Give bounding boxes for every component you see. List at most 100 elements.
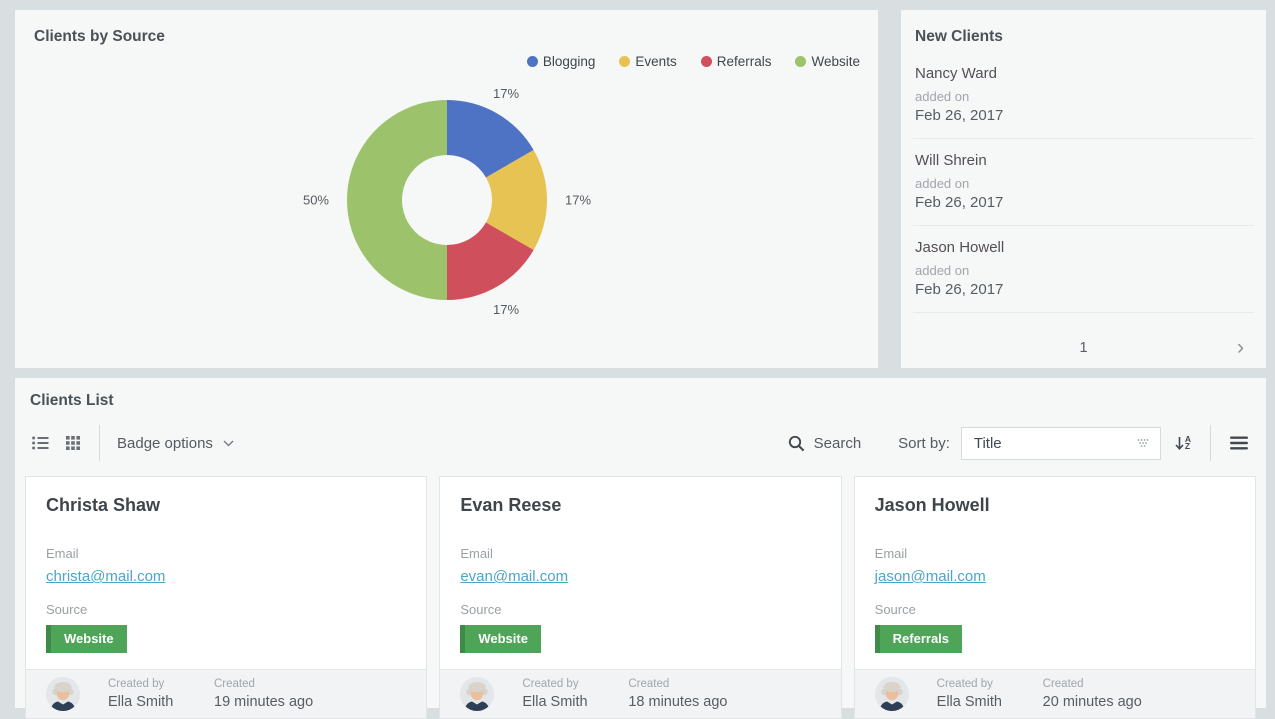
added-date: Feb 26, 2017 bbox=[915, 107, 1004, 124]
created-value: 19 minutes ago bbox=[214, 694, 314, 710]
search-label: Search bbox=[813, 434, 862, 452]
grid-view-icon bbox=[66, 436, 80, 450]
created-by-meta: Created by Ella Smith bbox=[937, 678, 1021, 710]
avatar bbox=[46, 677, 80, 711]
client-card: Jason Howell Email jason@mail.com Source… bbox=[853, 476, 1256, 719]
donut-slice-events[interactable] bbox=[485, 150, 547, 250]
client-card: Evan Reese Email evan@mail.com Source We… bbox=[439, 476, 842, 719]
client-name[interactable]: Nancy Ward bbox=[915, 65, 997, 82]
legend-label: Referrals bbox=[716, 54, 772, 69]
added-on-label: added on bbox=[915, 89, 970, 104]
select-caret-icon bbox=[1137, 438, 1149, 447]
added-on-label: added on bbox=[915, 176, 970, 191]
client-card-footer: Created by Ella Smith Created 18 minutes… bbox=[440, 669, 841, 718]
donut-slice-website[interactable] bbox=[346, 100, 447, 300]
created-value: 18 minutes ago bbox=[628, 694, 728, 710]
badge-options-dropdown[interactable]: Badge options bbox=[117, 435, 234, 452]
source-label: Source bbox=[46, 602, 88, 617]
chart-legend: Blogging Events Referrals Website bbox=[15, 10, 878, 69]
clients-list-toolbar: Badge options Search Sort by: Title bbox=[23, 425, 1258, 461]
client-card-name[interactable]: Jason Howell bbox=[874, 495, 990, 515]
new-clients-panel: New Clients Nancy Ward added on Feb 26, … bbox=[901, 10, 1266, 368]
created-by-meta: Created by Ella Smith bbox=[522, 678, 606, 710]
created-meta: Created 20 minutes ago bbox=[1043, 678, 1142, 710]
donut-slice-referrals[interactable] bbox=[446, 222, 534, 301]
legend-item-blogging[interactable]: Blogging bbox=[526, 54, 596, 69]
list-view-icon bbox=[32, 436, 49, 450]
created-by-label: Created by bbox=[522, 678, 579, 690]
top-row: Clients by Source Blogging Events Referral… bbox=[15, 10, 1266, 368]
email-link[interactable]: jason@mail.com bbox=[874, 568, 986, 585]
client-name[interactable]: Jason Howell bbox=[915, 239, 1005, 256]
clients-by-source-panel: Clients by Source Blogging Events Referral… bbox=[15, 10, 878, 368]
grid-view-button[interactable] bbox=[64, 434, 82, 452]
donut-chart: 17% 17% 17% 50% bbox=[302, 86, 591, 317]
added-date: Feb 26, 2017 bbox=[915, 281, 1004, 298]
avatar-photo bbox=[46, 677, 80, 711]
created-by-label: Created by bbox=[108, 678, 165, 690]
legend-swatch bbox=[795, 56, 807, 67]
avatar bbox=[874, 677, 909, 711]
created-by-value: Ella Smith bbox=[936, 694, 1002, 710]
clients-list-panel: Clients List Badge options bbox=[15, 378, 1266, 719]
created-meta: Created 19 minutes ago bbox=[214, 678, 313, 710]
panel-title-new-clients: New Clients bbox=[915, 28, 1003, 45]
created-value: 20 minutes ago bbox=[1042, 694, 1142, 710]
client-card-body: Jason Howell Email jason@mail.com Source… bbox=[855, 477, 1255, 669]
created-label: Created bbox=[214, 678, 255, 690]
donut-slice-blogging[interactable] bbox=[446, 100, 534, 178]
panel-title-clients-by-source: Clients by Source bbox=[34, 28, 165, 45]
client-card-name[interactable]: Christa Shaw bbox=[46, 495, 161, 515]
toolbar-divider bbox=[99, 425, 100, 461]
client-card-name[interactable]: Evan Reese bbox=[460, 495, 562, 515]
new-client-item: Nancy Ward added on Feb 26, 2017 bbox=[913, 52, 1254, 139]
badge-options-label: Badge options bbox=[117, 434, 213, 452]
legend-item-website[interactable]: Website bbox=[795, 54, 860, 69]
legend-item-events[interactable]: Events bbox=[619, 54, 677, 69]
next-page-chevron-icon[interactable]: › bbox=[1237, 336, 1244, 359]
source-badge: Website bbox=[460, 625, 541, 653]
sort-select-value: Title bbox=[973, 434, 1002, 452]
added-on-label: added on bbox=[915, 263, 970, 278]
legend-swatch bbox=[700, 56, 712, 67]
created-by-value: Ella Smith bbox=[108, 694, 174, 710]
legend-item-referrals[interactable]: Referrals bbox=[700, 54, 772, 69]
legend-label: Events bbox=[635, 54, 677, 69]
slice-percent-label: 17% bbox=[565, 193, 591, 208]
email-link[interactable]: evan@mail.com bbox=[460, 568, 569, 585]
new-client-item: Will Shrein added on Feb 26, 2017 bbox=[913, 139, 1254, 226]
avatar bbox=[460, 677, 495, 711]
client-card-footer: Created by Ella Smith Created 19 minutes… bbox=[26, 669, 427, 718]
client-cards-grid: Christa Shaw Email christa@mail.com Sour… bbox=[23, 476, 1258, 719]
client-card-body: Evan Reese Email evan@mail.com Source We… bbox=[440, 477, 840, 669]
sort-select[interactable]: Title bbox=[960, 426, 1161, 460]
page-number[interactable]: 1 bbox=[1079, 340, 1088, 356]
created-label: Created bbox=[628, 678, 670, 690]
client-card: Christa Shaw Email christa@mail.com Sour… bbox=[25, 476, 428, 719]
hamburger-icon bbox=[1230, 436, 1248, 450]
search-button[interactable]: Search bbox=[788, 434, 862, 452]
sort-by-label: Sort by: bbox=[898, 434, 950, 452]
pagination: 1 › bbox=[913, 332, 1254, 359]
source-label: Source bbox=[460, 602, 502, 617]
new-client-item: Jason Howell added on Feb 26, 2017 bbox=[913, 226, 1254, 313]
source-badge: Website bbox=[46, 625, 127, 653]
legend-swatch bbox=[526, 56, 538, 67]
client-name[interactable]: Will Shrein bbox=[915, 152, 987, 169]
email-link[interactable]: christa@mail.com bbox=[46, 568, 166, 585]
list-view-button[interactable] bbox=[30, 434, 51, 452]
created-by-value: Ella Smith bbox=[522, 694, 588, 710]
avatar-photo bbox=[460, 677, 495, 711]
client-card-footer: Created by Ella Smith Created 20 minutes… bbox=[854, 669, 1255, 718]
added-date: Feb 26, 2017 bbox=[915, 194, 1004, 211]
legend-label: Blogging bbox=[542, 54, 596, 69]
new-clients-list: Nancy Ward added on Feb 26, 2017 Will Sh… bbox=[913, 52, 1254, 313]
arrow-down-icon bbox=[1175, 437, 1184, 450]
source-label: Source bbox=[874, 602, 916, 617]
created-by-label: Created by bbox=[936, 678, 993, 690]
slice-percent-label: 50% bbox=[302, 193, 328, 208]
menu-button[interactable] bbox=[1228, 434, 1251, 452]
slice-percent-label: 17% bbox=[492, 86, 518, 101]
legend-label: Website bbox=[811, 54, 860, 69]
